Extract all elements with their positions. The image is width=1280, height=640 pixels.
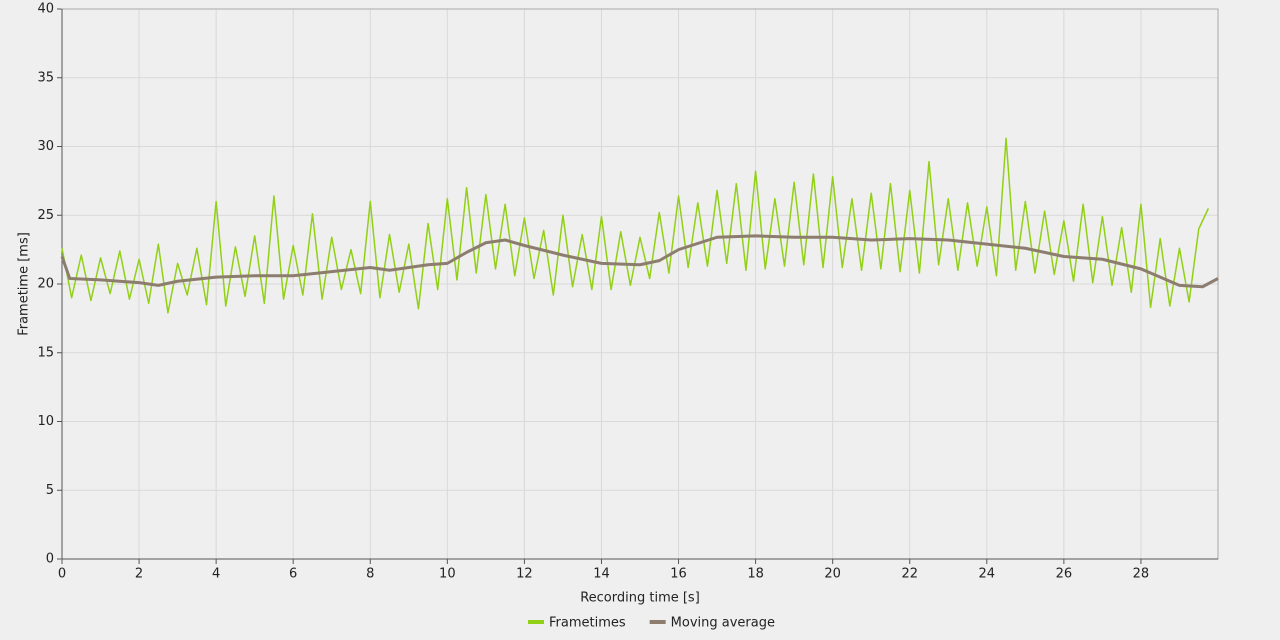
y-axis-label: Frametime [ms] <box>17 232 32 336</box>
x-tick-label: 22 <box>901 567 918 582</box>
x-tick-label: 2 <box>135 567 143 582</box>
legend-swatch <box>528 620 544 624</box>
x-tick-label: 24 <box>979 567 996 582</box>
y-tick-label: 35 <box>37 70 54 85</box>
x-tick-label: 0 <box>58 567 66 582</box>
x-tick-label: 16 <box>670 567 687 582</box>
y-tick-label: 20 <box>37 277 54 292</box>
x-tick-label: 26 <box>1056 567 1073 582</box>
y-tick-label: 5 <box>46 483 54 498</box>
series-line <box>60 234 1219 289</box>
x-tick-label: 14 <box>593 567 610 582</box>
x-tick-label: 8 <box>366 567 374 582</box>
x-tick-label: 10 <box>439 567 456 582</box>
y-tick-label: 25 <box>37 208 54 223</box>
series-line <box>61 137 1210 314</box>
y-tick-label: 30 <box>37 139 54 154</box>
x-tick-label: 12 <box>516 567 533 582</box>
y-tick-label: 15 <box>37 345 54 360</box>
legend-label: Moving average <box>671 616 775 631</box>
y-tick-label: 10 <box>37 414 54 429</box>
legend-label: Frametimes <box>549 616 626 631</box>
y-tick-label: 0 <box>46 552 54 567</box>
legend-swatch <box>649 620 666 624</box>
x-tick-label: 4 <box>212 567 220 582</box>
x-tick-label: 18 <box>747 567 764 582</box>
x-axis-label: Recording time [s] <box>580 591 700 606</box>
x-tick-label: 6 <box>289 567 297 582</box>
x-tick-label: 28 <box>1133 567 1150 582</box>
x-tick-label: 20 <box>824 567 841 582</box>
y-tick-label: 40 <box>37 2 54 17</box>
